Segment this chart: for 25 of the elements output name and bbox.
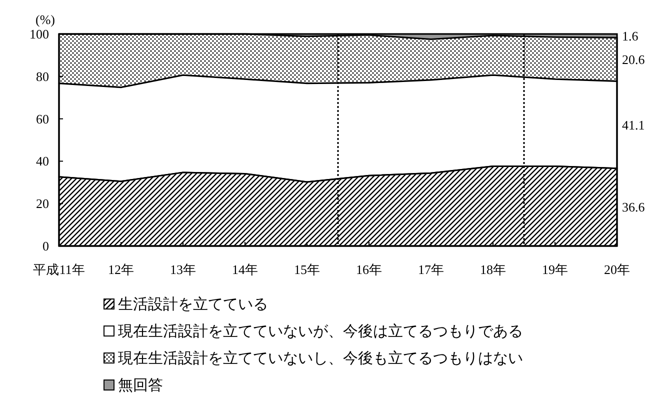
x-tick-label: 14年 (232, 262, 258, 277)
x-tick-label: 13年 (170, 262, 196, 277)
y-tick-label: 100 (30, 26, 49, 42)
x-tick-label: 16年 (356, 262, 382, 277)
x-tick-label: 19年 (542, 262, 568, 277)
x-tick-label: 20年 (604, 262, 630, 277)
data-label: 20.6 (622, 52, 646, 67)
x-tick-label: 15年 (294, 262, 320, 277)
x-tick-label: 18年 (480, 262, 506, 277)
y-tick-label: 60 (36, 111, 49, 126)
y-tick-label: 40 (36, 154, 49, 169)
y-tick-label: 80 (36, 68, 49, 84)
y-axis-title: (%) (36, 12, 55, 27)
data-label: 41.1 (622, 117, 645, 132)
legend-label: 無回答 (118, 377, 163, 394)
x-tick-label: 17年 (418, 262, 444, 277)
data-label: 36.6 (622, 200, 646, 215)
y-tick-label: 0 (42, 238, 49, 254)
x-tick-label: 12年 (108, 262, 134, 277)
y-tick-label: 20 (36, 196, 49, 212)
legend-label: 現在生活設計を立てていないし、今後も立てるつもりはない (118, 350, 523, 367)
legend-label: 現在生活設計を立てていないが、今後は立てるつもりである (118, 323, 523, 340)
x-tick-label: 平成11年 (33, 262, 85, 277)
legend-label: 生活設計を立てている (118, 296, 268, 313)
data-label: 1.6 (622, 28, 639, 44)
